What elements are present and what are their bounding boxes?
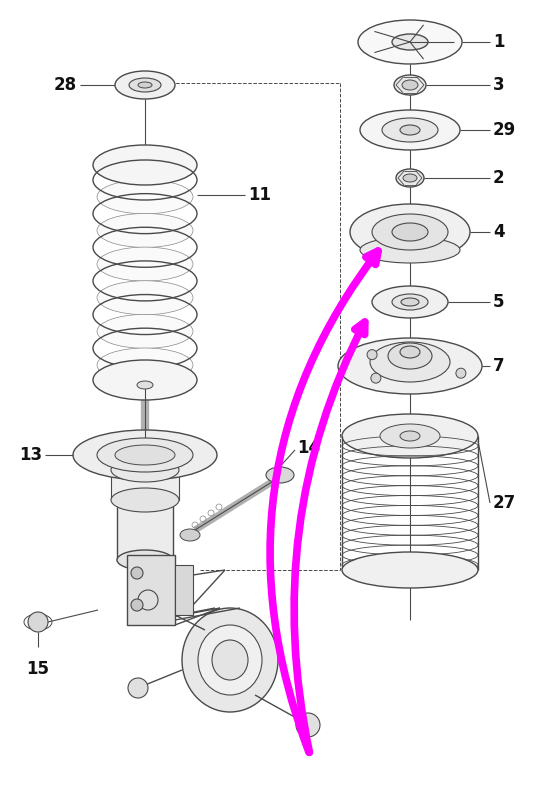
Ellipse shape [350, 204, 470, 260]
Circle shape [128, 678, 148, 698]
Ellipse shape [97, 281, 193, 314]
Ellipse shape [137, 381, 153, 389]
Circle shape [456, 368, 466, 378]
Ellipse shape [388, 343, 432, 369]
Ellipse shape [372, 214, 448, 250]
Text: 28: 28 [54, 76, 77, 94]
Ellipse shape [392, 34, 428, 50]
Ellipse shape [97, 180, 193, 214]
Ellipse shape [93, 360, 197, 400]
Ellipse shape [266, 467, 294, 483]
Ellipse shape [400, 125, 420, 135]
Circle shape [131, 567, 143, 579]
Ellipse shape [342, 552, 478, 588]
Ellipse shape [382, 118, 438, 142]
Circle shape [367, 350, 377, 360]
Text: 13: 13 [19, 446, 42, 464]
Text: 29: 29 [493, 121, 516, 139]
Bar [127, 555, 175, 625]
Ellipse shape [129, 78, 161, 92]
Ellipse shape [360, 237, 460, 263]
Ellipse shape [380, 424, 440, 448]
Circle shape [28, 612, 48, 632]
Ellipse shape [182, 608, 278, 712]
Ellipse shape [400, 346, 420, 358]
Text: 27: 27 [493, 494, 516, 512]
Ellipse shape [115, 445, 175, 465]
Ellipse shape [97, 247, 193, 281]
Ellipse shape [338, 338, 482, 394]
Text: 3: 3 [493, 76, 504, 94]
Ellipse shape [111, 458, 179, 482]
Text: 11: 11 [248, 186, 271, 204]
Ellipse shape [115, 71, 175, 99]
Ellipse shape [97, 348, 193, 382]
Ellipse shape [402, 80, 418, 90]
Ellipse shape [396, 169, 424, 187]
Ellipse shape [372, 286, 448, 318]
Ellipse shape [73, 430, 217, 480]
Circle shape [371, 373, 381, 383]
Ellipse shape [180, 529, 200, 541]
Ellipse shape [403, 174, 417, 182]
Ellipse shape [97, 314, 193, 348]
Text: 5: 5 [493, 293, 504, 311]
Ellipse shape [97, 214, 193, 248]
Text: 15: 15 [27, 660, 49, 678]
Ellipse shape [138, 82, 152, 88]
Text: 7: 7 [493, 357, 504, 375]
Circle shape [138, 590, 158, 610]
Ellipse shape [360, 110, 460, 150]
Ellipse shape [400, 431, 420, 441]
Ellipse shape [358, 20, 462, 64]
Ellipse shape [117, 450, 173, 470]
Ellipse shape [370, 342, 450, 382]
Ellipse shape [394, 75, 426, 95]
Text: 1: 1 [493, 33, 504, 51]
Ellipse shape [392, 294, 428, 310]
Ellipse shape [212, 640, 248, 680]
Ellipse shape [97, 438, 193, 472]
Text: 2: 2 [493, 169, 504, 187]
Circle shape [296, 713, 320, 737]
Ellipse shape [93, 145, 197, 185]
Ellipse shape [117, 550, 173, 570]
Ellipse shape [401, 298, 419, 306]
Ellipse shape [392, 223, 428, 241]
Text: 4: 4 [493, 223, 504, 241]
Text: 14: 14 [297, 439, 320, 457]
Ellipse shape [198, 625, 262, 695]
Bar [175, 565, 193, 615]
Bar [111, 470, 179, 500]
Ellipse shape [342, 414, 478, 458]
Ellipse shape [111, 488, 179, 512]
Circle shape [131, 599, 143, 611]
Bar [117, 460, 173, 560]
